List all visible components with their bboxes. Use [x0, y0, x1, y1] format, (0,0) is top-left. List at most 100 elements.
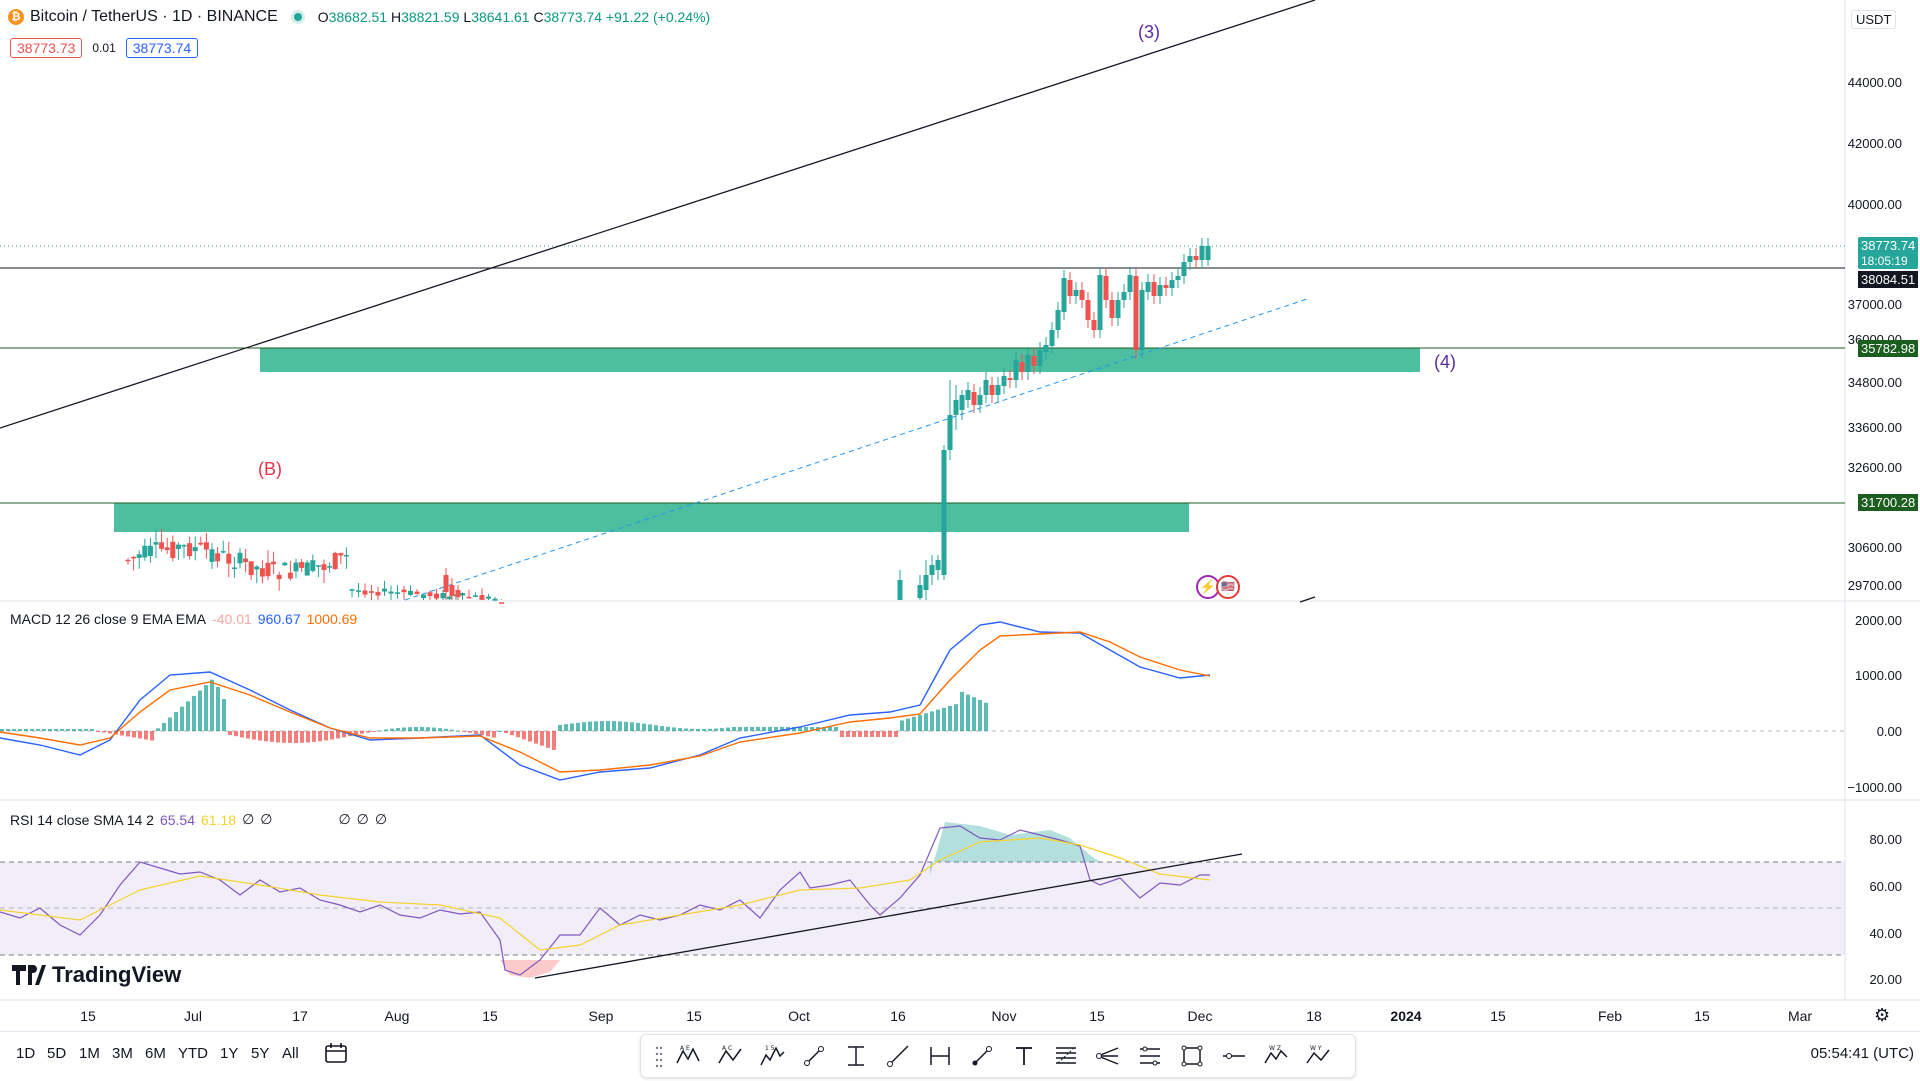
range-1y-button[interactable]: 1Y — [220, 1045, 239, 1062]
macd-histogram-bar — [888, 731, 892, 737]
ray-line-icon[interactable] — [877, 1036, 919, 1076]
rsi-legend[interactable]: RSI 14 close SMA 14 2 65.54 61.18 ∅ ∅ ∅ … — [10, 811, 387, 828]
macd-histogram-bar — [360, 731, 364, 734]
price-label: 33600.00 — [1847, 420, 1902, 435]
wxyxz-pattern-icon[interactable]: W Z — [1255, 1036, 1297, 1076]
pitchfork-icon[interactable] — [1087, 1036, 1129, 1076]
macd-histogram-bar — [288, 731, 292, 743]
rsi-empty-value: ∅ — [242, 811, 255, 827]
rsi-ma-value: 61.18 — [201, 811, 237, 828]
buy-price-button[interactable]: 38773.74 — [125, 38, 199, 58]
candle-body — [1055, 310, 1061, 330]
range-all-button[interactable]: All — [282, 1045, 299, 1062]
candle-body — [209, 549, 215, 562]
range-6m-button[interactable]: 6M — [145, 1045, 166, 1062]
candle-body — [449, 585, 455, 596]
us-flag-event-icon[interactable]: 🇺🇸 — [1216, 575, 1240, 599]
candle-body — [1145, 282, 1151, 292]
candle-body — [440, 593, 446, 599]
macd-hist-value: -40.01 — [212, 611, 252, 627]
macd-histogram-bar — [270, 731, 274, 742]
wxy-pattern-icon[interactable]: W Y — [1297, 1036, 1339, 1076]
candle-body — [187, 543, 193, 557]
macd-histogram-bar — [30, 729, 34, 731]
text-cursor-icon[interactable] — [835, 1036, 877, 1076]
macd-histogram-bar — [228, 731, 232, 735]
range-5d-button[interactable]: 5D — [47, 1045, 67, 1062]
candle-body — [327, 566, 333, 568]
macd-histogram-bar — [660, 726, 664, 731]
drag-handle-icon[interactable] — [651, 1036, 667, 1076]
macd-histogram-bar — [96, 731, 100, 732]
candle-body — [1151, 282, 1157, 296]
channel-trend-line-lower — [1299, 596, 1316, 603]
brush-icon[interactable] — [961, 1036, 1003, 1076]
gann-box-icon[interactable] — [1129, 1036, 1171, 1076]
time-label: Feb — [1597, 1008, 1623, 1024]
countdown-tag: 18:05:19 — [1858, 253, 1918, 269]
macd-histogram-bar — [936, 709, 940, 731]
abc-correction-icon[interactable]: A C — [709, 1036, 751, 1076]
macd-histogram-bar — [906, 718, 910, 731]
range-1m-button[interactable]: 1M — [79, 1045, 100, 1062]
macd-signal-line — [0, 631, 1211, 773]
price-label: 30600.00 — [1847, 540, 1902, 555]
tradingview-watermark[interactable]: TradingView — [12, 962, 181, 988]
candle-body — [1085, 300, 1091, 320]
macd-histogram-bar — [246, 731, 250, 739]
candle-body — [1109, 300, 1115, 318]
macd-histogram-bar — [192, 695, 196, 731]
macd-legend[interactable]: MACD 12 26 close 9 EMA EMA -40.01 960.67… — [10, 611, 357, 627]
time-label: Sep — [588, 1008, 614, 1024]
candle-body — [1001, 376, 1007, 386]
supply-zone-upper — [260, 348, 1420, 372]
range-3m-button[interactable]: 3M — [112, 1045, 133, 1062]
price-label: 40000.00 — [1847, 197, 1902, 212]
sell-price-button[interactable]: 38773.73 — [10, 38, 83, 58]
macd-histogram-bar — [678, 728, 682, 731]
current-price-tag: 38773.74 — [1858, 237, 1918, 254]
candle-body — [421, 594, 426, 599]
candle-body — [455, 590, 461, 597]
range-5y-button[interactable]: 5Y — [251, 1045, 270, 1062]
candle-body — [388, 591, 394, 594]
range-1d-button[interactable]: 1D — [16, 1045, 36, 1062]
utc-clock[interactable]: 05:54:41 (UTC) — [1810, 1045, 1914, 1062]
date-range-calendar-icon[interactable] — [324, 1042, 348, 1069]
macd-histogram-bar — [480, 731, 484, 736]
candle-body — [897, 580, 903, 600]
symbol-title[interactable]: Bitcoin / TetherUS · 1D · BINANCE — [30, 8, 278, 25]
settings-gear-icon[interactable]: ⚙ — [1874, 1005, 1891, 1025]
market-status-icon[interactable] — [293, 13, 302, 21]
macd-histogram-bar — [420, 727, 424, 731]
trend-line-icon[interactable] — [793, 1036, 835, 1076]
svg-text:1 5: 1 5 — [765, 1045, 775, 1052]
candle-body — [427, 592, 433, 597]
chart-canvas[interactable] — [0, 0, 1920, 1031]
candle-body — [929, 565, 935, 575]
macd-histogram-bar — [972, 697, 976, 731]
time-label: 18 — [1306, 1008, 1322, 1024]
abcde-pattern-icon[interactable]: A E — [667, 1036, 709, 1076]
price-label: 34800.00 — [1847, 375, 1902, 390]
macd-histogram-bar — [552, 731, 556, 750]
candle-body — [499, 602, 504, 604]
text-tool-icon[interactable] — [1003, 1036, 1045, 1076]
macd-histogram-bar — [978, 700, 982, 731]
elliott-impulse-icon[interactable]: 1 5 — [751, 1036, 793, 1076]
rsi-overbought-fill — [930, 822, 1100, 875]
candle-body — [299, 562, 305, 568]
range-ytd-button[interactable]: YTD — [178, 1045, 208, 1062]
price-range-icon[interactable] — [919, 1036, 961, 1076]
candle-body — [1067, 280, 1073, 296]
horizontal-line-icon[interactable] — [1213, 1036, 1255, 1076]
time-label: Nov — [991, 1008, 1017, 1024]
currency-selector[interactable]: USDT — [1851, 10, 1897, 29]
macd-histogram-bar — [354, 731, 358, 735]
rectangle-icon[interactable] — [1171, 1036, 1213, 1076]
macd-value: 960.67 — [257, 611, 301, 627]
candle-body — [315, 565, 321, 567]
low-value: 38641.61 — [471, 9, 530, 25]
macd-histogram-bar — [750, 727, 754, 731]
fib-retracement-icon[interactable] — [1045, 1036, 1087, 1076]
